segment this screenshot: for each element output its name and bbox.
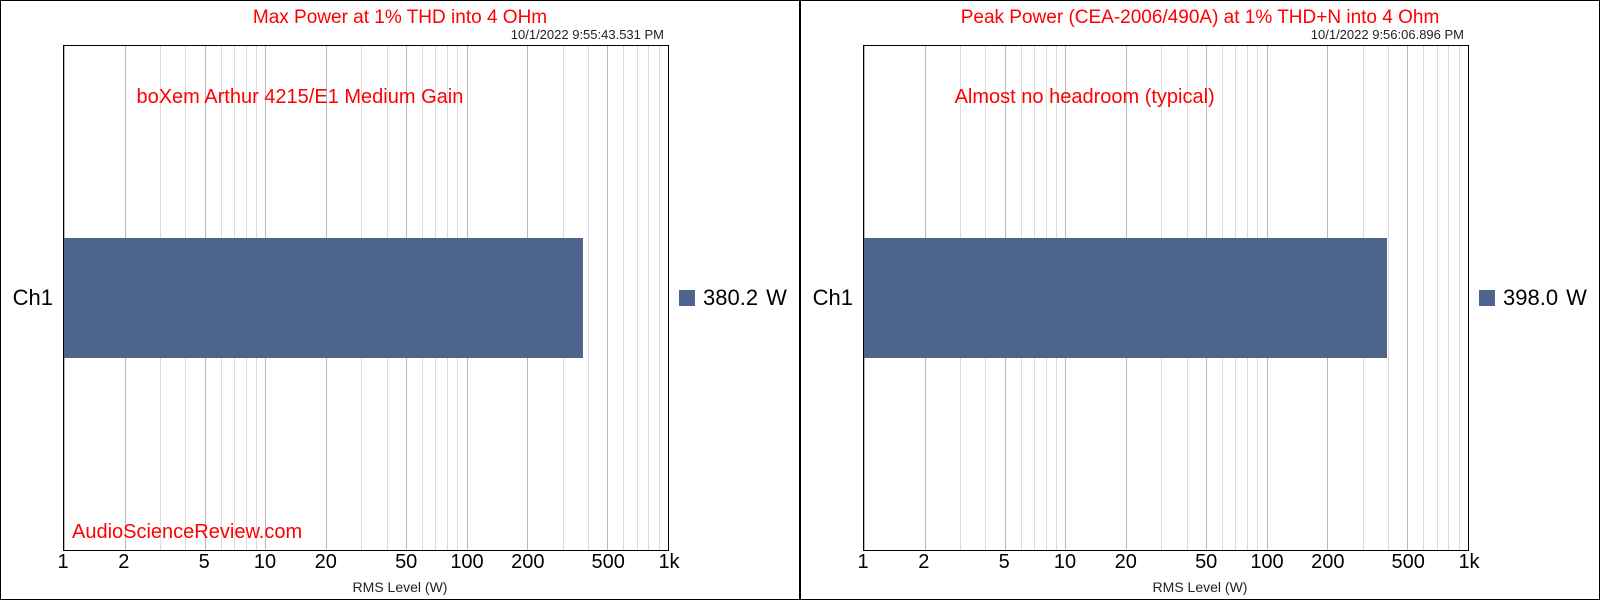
timestamp: 10/1/2022 9:55:43.531 PM [511,27,664,42]
x-tick-label: 10 [254,551,276,574]
x-ticks: 1251020501002005001k [863,551,1469,575]
x-axis-label: RMS Level (W) [1,579,799,595]
annotation-text: boXem Arthur 4215/E1 Medium Gain [136,86,463,109]
annotation-text: Almost no headroom (typical) [955,86,1215,109]
x-tick-label: 10 [1054,551,1076,574]
x-tick-label: 20 [315,551,337,574]
x-ticks: 1251020501002005001k [63,551,669,575]
x-tick-label: 1k [1458,551,1479,574]
plot-area: boXem Arthur 4215/E1 Medium Gain AudioSci… [63,45,669,551]
x-tick-label: 5 [199,551,210,574]
legend-swatch [1479,290,1495,306]
x-tick-label: 1 [857,551,868,574]
x-tick-label: 500 [592,551,625,574]
x-tick-label: 50 [1195,551,1217,574]
plot-row: Ch1 boXem Arthur 4215/E1 Medium Gain Audio… [1,45,799,551]
watermark: AudioScienceReview.com [72,521,302,544]
y-category-label: Ch1 [801,45,863,551]
chart-title: Peak Power (CEA-2006/490A) at 1% THD+N i… [801,7,1599,29]
legend: 380.2 W [669,45,799,551]
x-tick-label: 1k [658,551,679,574]
legend-swatch [679,290,695,306]
plot-row: Ch1 Almost no headroom (typical) 398.0 W [801,45,1599,551]
x-tick-label: 2 [118,551,129,574]
legend-value: 380.2 [703,285,758,311]
x-tick-label: 1 [57,551,68,574]
chart-pair: Max Power at 1% THD into 4 OHm10/1/2022 … [0,0,1600,600]
legend-unit: W [766,285,787,311]
x-tick-label: 200 [511,551,544,574]
power-bar [64,238,583,359]
power-bar [864,238,1387,359]
x-tick-label: 500 [1392,551,1425,574]
y-category-label: Ch1 [1,45,63,551]
x-tick-label: 200 [1311,551,1344,574]
x-tick-label: 5 [999,551,1010,574]
legend: 398.0 W [1469,45,1599,551]
timestamp: 10/1/2022 9:56:06.896 PM [1311,27,1464,42]
x-tick-label: 2 [918,551,929,574]
legend-unit: W [1566,285,1587,311]
chart-panel-1: Peak Power (CEA-2006/490A) at 1% THD+N i… [800,0,1600,600]
x-tick-label: 100 [1250,551,1283,574]
x-tick-label: 100 [450,551,483,574]
x-axis-label: RMS Level (W) [801,579,1599,595]
plot-area: Almost no headroom (typical) [863,45,1469,551]
legend-value: 398.0 [1503,285,1558,311]
chart-title: Max Power at 1% THD into 4 OHm [1,7,799,29]
x-tick-label: 20 [1115,551,1137,574]
x-tick-label: 50 [395,551,417,574]
chart-panel-0: Max Power at 1% THD into 4 OHm10/1/2022 … [0,0,800,600]
